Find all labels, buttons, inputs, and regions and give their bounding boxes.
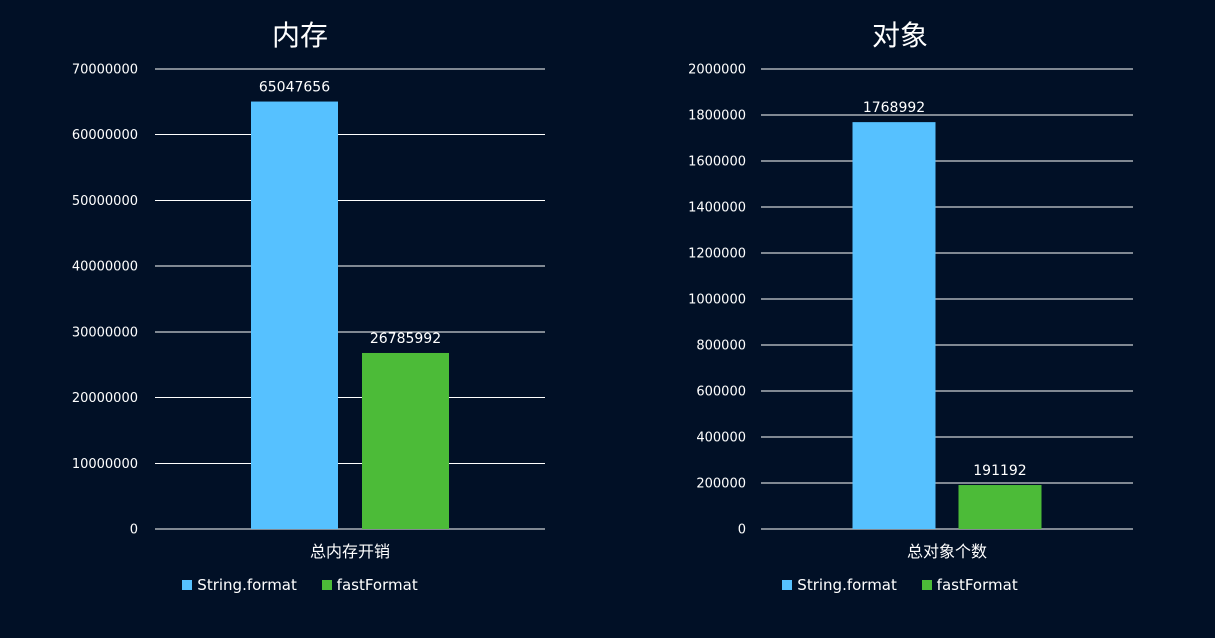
y-tick-label: 10000000 bbox=[72, 457, 138, 472]
legend-label-string-format: String.format bbox=[197, 576, 297, 594]
legend-item-fast-format: fastFormat bbox=[921, 576, 1018, 594]
data-label-fast-format: 26785992 bbox=[370, 331, 441, 347]
legend-label-string-format: String.format bbox=[797, 576, 897, 594]
data-label-fast-format: 191192 bbox=[973, 463, 1026, 479]
memory-chart-panel: 内存 0 10000000 20000000 30000000 40000000 5000… bbox=[0, 0, 600, 638]
legend-swatch-string-format bbox=[782, 580, 793, 590]
y-tick-label: 1800000 bbox=[688, 109, 746, 124]
y-tick-label: 70000000 bbox=[72, 63, 138, 78]
bar-string-format bbox=[251, 101, 338, 529]
category-label: 总对象个数 bbox=[907, 542, 987, 561]
legend-item-string-format: String.format bbox=[782, 576, 897, 594]
objects-chart-title: 对象 bbox=[871, 19, 928, 52]
y-tick-label: 1200000 bbox=[688, 247, 746, 262]
memory-chart-title: 内存 bbox=[271, 19, 328, 52]
objects-chart-panel: 对象 0 200000 400000 600000 800000 1000000 12000… bbox=[600, 0, 1200, 638]
y-tick-label: 2000000 bbox=[688, 63, 746, 78]
objects-chart-plot: 0 200000 400000 600000 800000 1000000 1200000 1… bbox=[688, 63, 1133, 561]
legend-swatch-fast-format bbox=[321, 580, 332, 590]
y-tick-label: 800000 bbox=[696, 339, 746, 354]
y-tick-label: 400000 bbox=[696, 431, 746, 446]
bar-fast-format bbox=[958, 485, 1042, 529]
legend-label-fast-format: fastFormat bbox=[936, 576, 1018, 594]
y-tick-label: 0 bbox=[738, 523, 746, 538]
y-tick-label: 1600000 bbox=[688, 155, 746, 170]
legend-item-fast-format: fastFormat bbox=[321, 576, 418, 594]
data-label-string-format: 1768992 bbox=[863, 100, 925, 116]
memory-chart-plot: 0 10000000 20000000 30000000 40000000 5000000… bbox=[72, 63, 545, 561]
y-tick-label: 0 bbox=[130, 523, 138, 538]
memory-chart-legend: String.format fastFormat bbox=[0, 576, 600, 594]
legend-swatch-string-format bbox=[182, 580, 193, 590]
y-tick-label: 20000000 bbox=[72, 391, 138, 406]
y-tick-label: 30000000 bbox=[72, 325, 138, 340]
y-tick-label: 60000000 bbox=[72, 128, 138, 143]
data-label-string-format: 65047656 bbox=[259, 80, 330, 96]
legend-swatch-fast-format bbox=[921, 580, 932, 590]
y-tick-label: 200000 bbox=[696, 477, 746, 492]
bar-string-format bbox=[852, 122, 936, 530]
y-tick-label: 40000000 bbox=[72, 260, 138, 275]
objects-chart-legend: String.format fastFormat bbox=[600, 576, 1200, 594]
y-tick-label: 1400000 bbox=[688, 201, 746, 216]
legend-label-fast-format: fastFormat bbox=[336, 576, 418, 594]
y-tick-label: 1000000 bbox=[688, 293, 746, 308]
bar-fast-format bbox=[362, 352, 449, 529]
y-tick-label: 600000 bbox=[696, 385, 746, 400]
y-tick-label: 50000000 bbox=[72, 194, 138, 209]
category-label: 总内存开销 bbox=[310, 542, 390, 561]
legend-item-string-format: String.format bbox=[182, 576, 297, 594]
